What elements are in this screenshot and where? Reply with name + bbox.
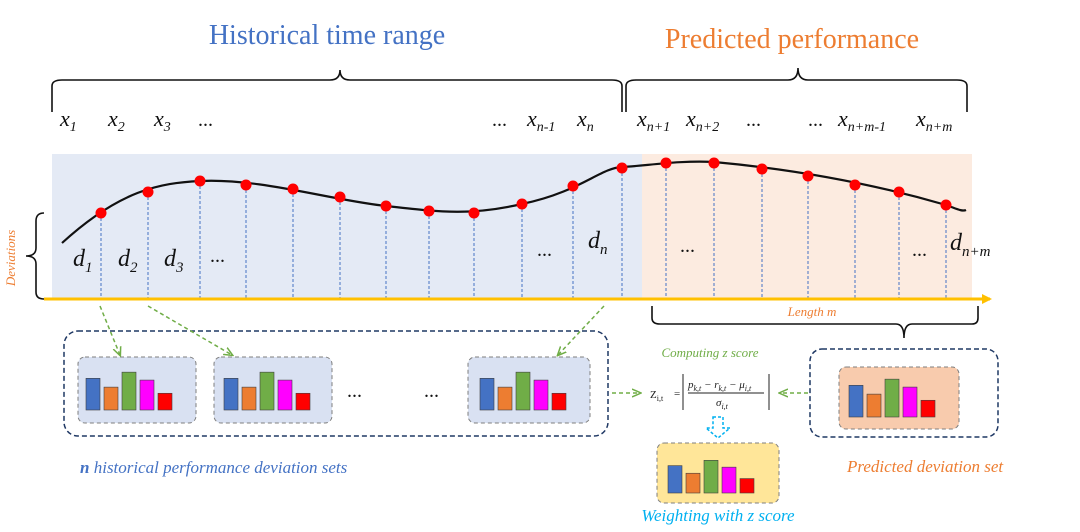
historical-panel xyxy=(52,154,642,299)
deviation-bar xyxy=(497,386,513,411)
arrow-d1-to-set1 xyxy=(99,305,120,355)
deviation-bar xyxy=(121,371,137,411)
data-point xyxy=(423,205,435,217)
deviation-bar xyxy=(533,379,549,411)
data-point xyxy=(849,179,861,191)
data-points xyxy=(95,157,952,219)
deviation-bar xyxy=(223,378,239,411)
data-point xyxy=(287,183,299,195)
arrow-dn-to-setn xyxy=(558,305,605,355)
weighting-caption: Weighting with z score xyxy=(641,506,795,525)
d-label-n+m: dn+m xyxy=(950,230,991,260)
predicted-brace xyxy=(625,67,968,112)
deviation-bar xyxy=(139,379,155,411)
green-arrows xyxy=(99,305,808,393)
deviation-bar xyxy=(667,465,683,494)
svg-text:pk,t − rk,t − μi,t: pk,t − rk,t − μi,t xyxy=(687,379,752,393)
data-point xyxy=(708,157,720,169)
data-point xyxy=(802,170,814,182)
deviation-bar xyxy=(902,386,918,418)
x-labels: x1 x2 x3 ... ... xn-1 xn xn+1 xn+2 ... .… xyxy=(59,106,952,135)
svg-text:σi,t: σi,t xyxy=(716,397,729,411)
deviation-bar xyxy=(551,392,567,411)
data-point xyxy=(142,186,154,198)
sets-ellipsis-a: ... xyxy=(347,380,362,402)
deviation-bar xyxy=(157,392,173,411)
x-label-n-1: xn-1 xyxy=(526,106,555,135)
d-label-3: d3 xyxy=(164,246,184,276)
x-ellipsis-d: ... xyxy=(808,109,823,131)
data-point xyxy=(380,200,392,212)
data-point xyxy=(334,191,346,203)
d-ellipsis-b: ... xyxy=(537,239,552,261)
d-label-2: d2 xyxy=(118,246,138,276)
deviation-bar xyxy=(295,392,311,411)
data-point xyxy=(194,175,206,187)
data-point xyxy=(468,207,480,219)
x-ellipsis-a: ... xyxy=(198,109,213,131)
deviations-label: Deviations xyxy=(3,230,18,287)
svg-text:=: = xyxy=(674,388,680,400)
deviation-bar xyxy=(721,466,737,494)
x-label-n+2: xn+2 xyxy=(685,106,719,135)
d-label-n: dn xyxy=(588,228,608,258)
historical-brace xyxy=(51,69,623,112)
deviation-bar xyxy=(920,399,936,418)
deviation-bar xyxy=(479,378,495,411)
x-label-n+1: xn+1 xyxy=(636,106,670,135)
deviation-bar xyxy=(884,378,900,418)
deviation-bar xyxy=(277,379,293,411)
deviation-labels: d1 d2 d3 ... ... dn ... ... dn+m xyxy=(73,228,991,276)
predicted-set-box xyxy=(809,348,999,438)
svg-text:Zi,t: Zi,t xyxy=(650,389,664,403)
data-point xyxy=(660,157,672,169)
x-ellipsis-c: ... xyxy=(746,109,761,131)
x-ellipsis-b: ... xyxy=(492,109,507,131)
d-label-1: d1 xyxy=(73,246,93,276)
historical-sets-caption: n historical performance deviation sets xyxy=(80,458,348,477)
deviation-bar xyxy=(103,386,119,411)
d-ellipsis-c: ... xyxy=(680,235,695,257)
deviation-bar xyxy=(739,478,755,494)
d-ellipsis-d: ... xyxy=(912,239,927,261)
historical-title: Historical time range xyxy=(209,20,445,51)
x-label-n+m-1: xn+m-1 xyxy=(837,106,886,135)
bar-groups xyxy=(85,371,936,494)
weighting-down-arrow xyxy=(703,416,733,439)
data-point xyxy=(940,199,952,211)
z-score-formula: Zi,t = pk,t − rk,t − μi,t σi,t xyxy=(650,374,770,411)
deviation-bar xyxy=(848,385,864,418)
deviation-bar xyxy=(515,371,531,411)
x-label-1: x1 xyxy=(59,106,77,135)
data-point xyxy=(567,180,579,192)
data-point xyxy=(240,179,252,191)
d-ellipsis-a: ... xyxy=(210,245,225,267)
x-label-2: x2 xyxy=(107,106,125,135)
guide-lines xyxy=(100,163,947,299)
historical-sets-box xyxy=(63,330,609,437)
data-point xyxy=(893,186,905,198)
x-label-n+m: xn+m xyxy=(915,106,952,135)
length-brace xyxy=(651,306,979,339)
deviation-bar xyxy=(85,378,101,411)
deviation-bar xyxy=(703,460,719,494)
arrow-d2-to-set2 xyxy=(147,305,232,355)
length-label: Length m xyxy=(787,304,837,319)
deviation-bar xyxy=(259,371,275,411)
data-point xyxy=(95,207,107,219)
deviation-bar xyxy=(866,393,882,418)
computing-z-label: Computing z score xyxy=(661,345,758,360)
data-point xyxy=(516,198,528,210)
data-point xyxy=(616,162,628,174)
data-point xyxy=(756,163,768,175)
deviations-brace xyxy=(25,212,45,300)
x-label-n: xn xyxy=(576,106,594,135)
deviation-bar xyxy=(685,472,701,494)
predicted-title: Predicted performance xyxy=(665,24,919,55)
x-label-3: x3 xyxy=(153,106,171,135)
predicted-set-caption: Predicted deviation set xyxy=(846,457,1004,476)
deviation-bar xyxy=(241,386,257,411)
sets-ellipsis-b: ... xyxy=(424,380,439,402)
